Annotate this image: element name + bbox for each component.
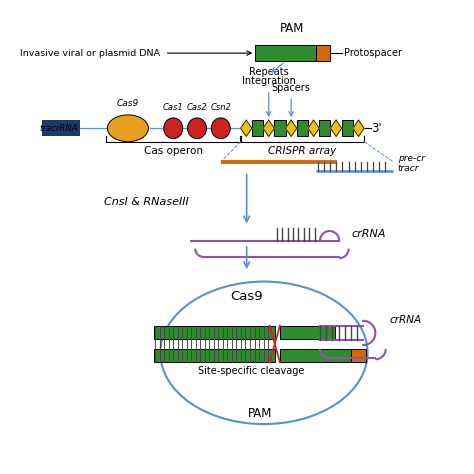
Bar: [154, 349, 275, 362]
Text: Spacers: Spacers: [272, 83, 310, 93]
Text: Cas operon: Cas operon: [144, 146, 202, 156]
Text: CRISPR array: CRISPR array: [268, 146, 337, 156]
Ellipse shape: [211, 118, 230, 138]
Bar: [252, 120, 263, 137]
Text: Integration: Integration: [242, 76, 296, 86]
Text: tracrRNA: tracrRNA: [39, 124, 78, 133]
Ellipse shape: [108, 115, 148, 142]
Text: Protospacer: Protospacer: [344, 48, 402, 58]
Text: crRNA: crRNA: [389, 315, 421, 326]
Polygon shape: [241, 120, 252, 137]
Polygon shape: [263, 120, 274, 137]
Text: pre-cr
tracr: pre-cr tracr: [398, 154, 425, 173]
Text: Cas2: Cas2: [187, 103, 208, 112]
Text: CnsI & RNaseIII: CnsI & RNaseIII: [104, 197, 189, 207]
Ellipse shape: [160, 282, 367, 424]
Text: Cas9: Cas9: [230, 290, 263, 303]
Polygon shape: [353, 120, 364, 137]
Bar: [255, 45, 316, 61]
Text: PAM: PAM: [280, 22, 304, 35]
Bar: [342, 120, 353, 137]
Bar: [280, 326, 335, 338]
Polygon shape: [308, 120, 319, 137]
Text: PAM: PAM: [247, 407, 272, 420]
Polygon shape: [285, 120, 297, 137]
Bar: [351, 349, 366, 362]
Bar: [297, 120, 308, 137]
Text: Site-specific cleavage: Site-specific cleavage: [198, 366, 304, 376]
Text: Invasive viral or plasmid DNA: Invasive viral or plasmid DNA: [20, 49, 160, 58]
Ellipse shape: [164, 118, 183, 138]
Text: crRNA: crRNA: [351, 229, 386, 239]
Bar: [316, 45, 329, 61]
Text: Repeats: Repeats: [249, 67, 289, 77]
Text: Cas1: Cas1: [163, 103, 183, 112]
Bar: [154, 326, 275, 338]
Text: Csn2: Csn2: [210, 103, 231, 112]
Bar: [274, 120, 285, 137]
Bar: [319, 120, 330, 137]
Text: 3': 3': [372, 122, 382, 135]
Bar: [280, 349, 351, 362]
Bar: [42, 120, 81, 137]
Polygon shape: [330, 120, 342, 137]
Ellipse shape: [188, 118, 207, 138]
Text: Cas9: Cas9: [117, 99, 139, 108]
